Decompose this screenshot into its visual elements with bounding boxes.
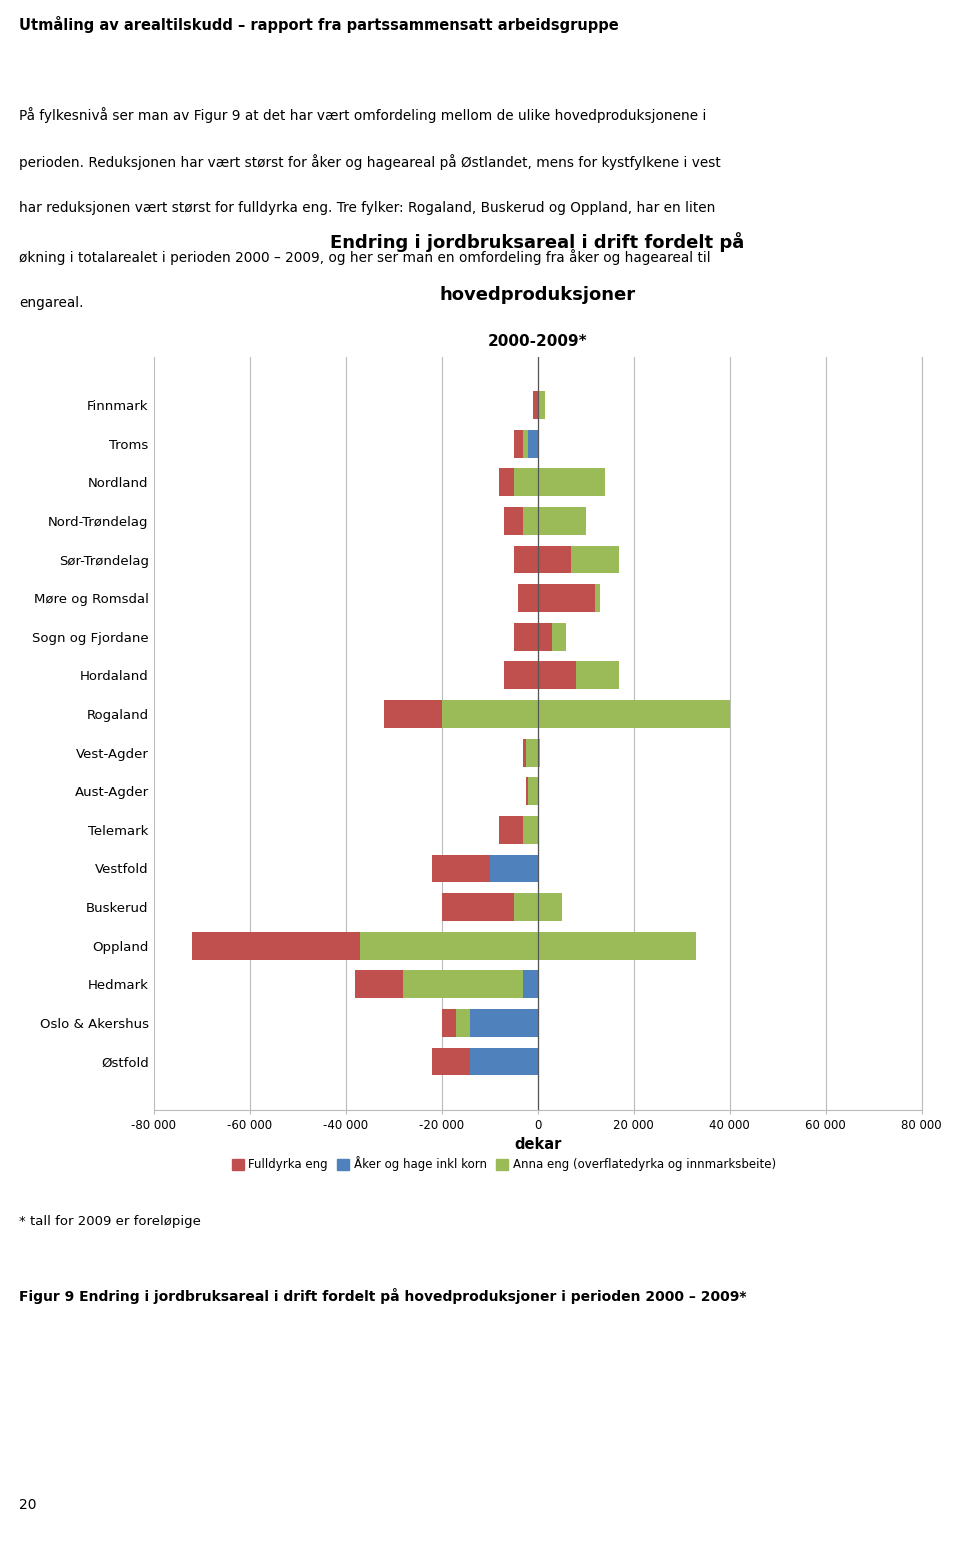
Bar xyxy=(528,778,538,805)
Text: har reduksjonen vært størst for fulldyrka eng. Tre fylker: Rogaland, Buskerud og: har reduksjonen vært størst for fulldyrk… xyxy=(19,202,715,216)
Text: På fylkesnivå ser man av Figur 9 at det har vært omfordeling mellom de ulike hov: På fylkesnivå ser man av Figur 9 at det … xyxy=(19,107,707,123)
Bar xyxy=(533,391,538,419)
Bar xyxy=(518,584,538,611)
Text: 20: 20 xyxy=(19,1498,36,1513)
Bar xyxy=(514,430,523,458)
Text: perioden. Reduksjonen har vært størst for åker og hageareal på Østlandet, mens f: perioden. Reduksjonen har vært størst fo… xyxy=(19,154,721,171)
Bar xyxy=(538,391,545,419)
Bar xyxy=(523,508,586,535)
Bar xyxy=(499,816,523,844)
Bar xyxy=(523,739,538,767)
Bar xyxy=(384,700,442,728)
Bar xyxy=(442,700,730,728)
Bar xyxy=(504,661,576,689)
Bar xyxy=(432,1048,470,1076)
Bar xyxy=(499,469,538,497)
Bar xyxy=(514,622,552,650)
Bar xyxy=(526,778,528,805)
Bar xyxy=(514,469,605,497)
Bar xyxy=(192,931,360,959)
Bar xyxy=(355,970,538,998)
Bar xyxy=(384,700,538,728)
Bar xyxy=(514,894,562,920)
Text: Endring i jordbruksareal i drift fordelt på: Endring i jordbruksareal i drift fordelt… xyxy=(330,231,745,251)
Bar xyxy=(514,430,538,458)
Bar xyxy=(523,430,528,458)
Bar xyxy=(360,931,696,959)
Bar xyxy=(442,894,514,920)
Bar xyxy=(576,661,619,689)
Bar xyxy=(432,855,490,883)
Bar xyxy=(192,931,538,959)
Bar xyxy=(456,1009,470,1037)
Bar xyxy=(514,546,538,573)
Bar xyxy=(571,546,619,573)
X-axis label: dekar: dekar xyxy=(514,1138,562,1152)
Bar xyxy=(523,739,526,767)
Text: * tall for 2009 er foreløpige: * tall for 2009 er foreløpige xyxy=(19,1215,201,1228)
Bar xyxy=(432,1048,538,1076)
Bar xyxy=(526,778,538,805)
Bar xyxy=(552,622,566,650)
Legend: Fulldyrka eng, Åker og hage inkl korn, Anna eng (overflatedyrka og innmarksbeite: Fulldyrka eng, Åker og hage inkl korn, A… xyxy=(228,1152,780,1176)
Bar xyxy=(533,391,538,419)
Bar xyxy=(442,894,538,920)
Bar xyxy=(499,816,538,844)
Bar xyxy=(403,970,523,998)
Bar xyxy=(504,508,523,535)
Bar xyxy=(499,469,514,497)
Text: Figur 9 Endring i jordbruksareal i drift fordelt på hovedproduksjoner i perioden: Figur 9 Endring i jordbruksareal i drift… xyxy=(19,1288,747,1304)
Bar xyxy=(355,970,403,998)
Text: 2000-2009*: 2000-2009* xyxy=(488,334,588,349)
Bar xyxy=(504,661,538,689)
Text: Utmåling av arealtilskudd – rapport fra partssammensatt arbeidsgruppe: Utmåling av arealtilskudd – rapport fra … xyxy=(19,16,619,33)
Bar xyxy=(523,816,538,844)
Bar xyxy=(432,855,538,883)
Bar xyxy=(518,584,595,611)
Bar xyxy=(504,508,538,535)
Bar xyxy=(514,622,538,650)
Text: økning i totalarealet i perioden 2000 – 2009, og her ser man en omfordeling fra : økning i totalarealet i perioden 2000 – … xyxy=(19,248,710,264)
Text: hovedproduksjoner: hovedproduksjoner xyxy=(440,286,636,304)
Bar xyxy=(442,1009,538,1037)
Text: engareal.: engareal. xyxy=(19,296,84,310)
Bar xyxy=(514,546,571,573)
Bar xyxy=(595,584,600,611)
Bar xyxy=(526,739,540,767)
Bar xyxy=(442,1009,456,1037)
